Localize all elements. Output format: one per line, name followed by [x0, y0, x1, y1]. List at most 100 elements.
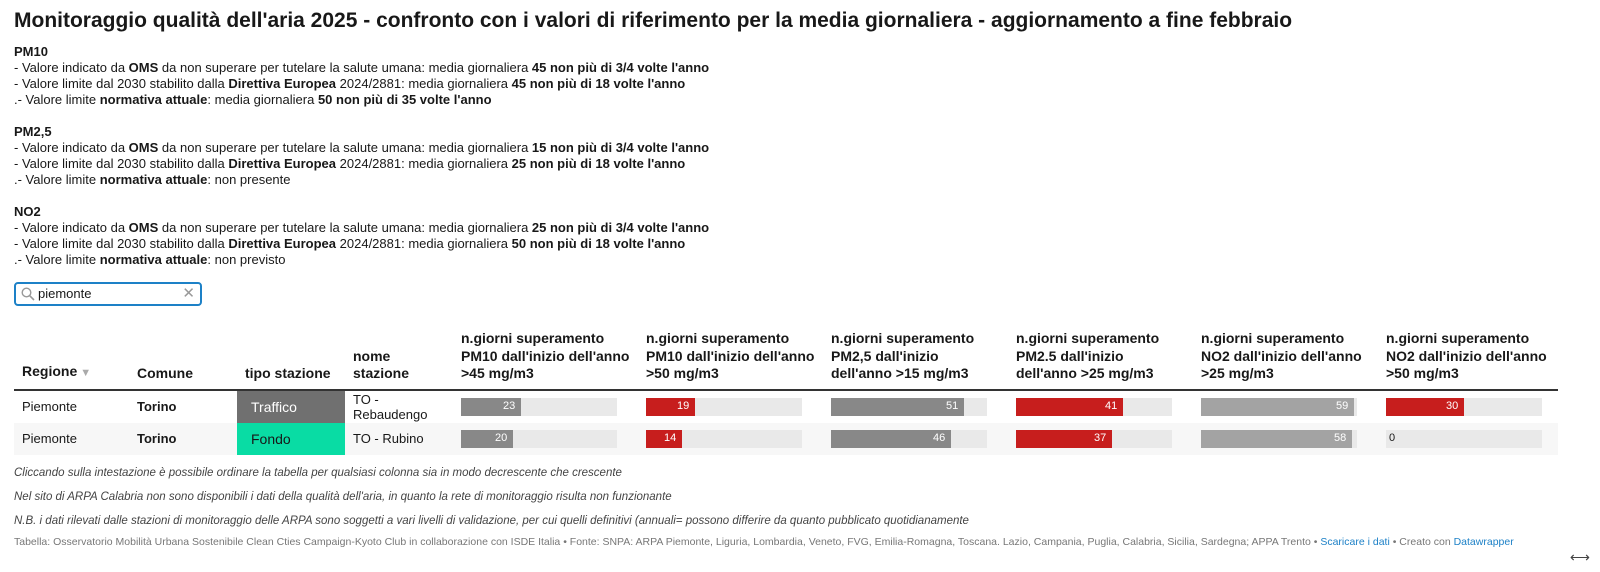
column-header[interactable]: n.giorni superamento PM10 dall'inizio de… — [453, 330, 638, 391]
intro-line: .- Valore limite normativa attuale: medi… — [14, 92, 1586, 108]
close-icon[interactable]: ✕ — [182, 285, 195, 302]
intro-group: PM2,5- Valore indicato da OMS da non sup… — [14, 124, 1586, 188]
bar-value-label: 58 — [1334, 431, 1347, 444]
sort-down-icon[interactable]: ▼ — [77, 367, 92, 379]
intro-line: - Valore limite dal 2030 stabilito dalla… — [14, 76, 1586, 92]
intro-line-part: 25 non più di 18 volte l'anno — [511, 156, 686, 171]
column-header[interactable]: n.giorni superamento PM10 dall'inizio de… — [638, 330, 823, 391]
intro-line-part: .- Valore limite — [14, 252, 100, 267]
search-icon — [21, 287, 35, 301]
intro-line-part: - Valore limite dal 2030 stabilito dalla — [14, 236, 229, 251]
note-calabria: Nel sito di ARPA Calabria non sono dispo… — [14, 491, 672, 503]
search-box[interactable]: ✕ — [14, 282, 202, 306]
search-input[interactable] — [38, 286, 178, 301]
bar-value-label: 30 — [1446, 399, 1459, 412]
bar-cell: 41 — [1008, 390, 1193, 423]
intro-line-part: : non previsto — [207, 252, 286, 267]
intro-line-part: OMS — [128, 220, 159, 235]
intro-line-part: 2024/2881: media giornaliera — [336, 156, 512, 171]
intro-line-part: 15 non più di 3/4 volte l'anno — [531, 140, 710, 155]
intro-line-part: .- Valore limite — [14, 172, 100, 187]
page-title: Monitoraggio qualità dell'aria 2025 - co… — [14, 9, 1293, 32]
column-header-label: Comune — [137, 365, 193, 381]
intro-line-part: : media giornaliera — [207, 92, 318, 107]
bar-value-label: 46 — [933, 431, 946, 444]
bar-track: 37 — [1016, 429, 1172, 448]
bar-track: 58 — [1201, 429, 1357, 448]
cell-comune: Torino — [137, 399, 177, 414]
bar — [1201, 397, 1354, 416]
resize-icon[interactable]: ⟷ — [1569, 549, 1590, 565]
bar — [831, 397, 964, 416]
note-validation: N.B. i dati rilevati dalle stazioni di m… — [14, 515, 969, 527]
column-header[interactable]: tipo stazione — [237, 330, 345, 391]
bar-value-label: 23 — [503, 399, 516, 412]
column-header-label: n.giorni superamento PM10 dall'inizio de… — [646, 330, 815, 381]
intro-line-part: 25 non più di 3/4 volte l'anno — [531, 220, 710, 235]
download-data-link[interactable]: Scaricare i dati — [1320, 536, 1390, 548]
column-header[interactable]: Regione ▼ — [14, 330, 129, 391]
bar-cell: 19 — [638, 390, 823, 423]
notes: Cliccando sulla intestazione è possibile… — [14, 466, 969, 538]
cell-nome: TO - Rebaudengo — [353, 391, 428, 422]
table-row: Piemonte Torino Fondo TO - Rubino 20 14 46 37 58… — [14, 422, 1558, 455]
bar-cell: 59 — [1193, 390, 1378, 423]
intro-line-part: Direttiva Europea — [228, 156, 337, 171]
intro-line-part: normativa attuale — [99, 172, 208, 187]
column-header-label: n.giorni superamento PM2,5 dall'inizio d… — [831, 330, 975, 381]
intro-line: - Valore limite dal 2030 stabilito dalla… — [14, 156, 1586, 172]
intro-heading: NO2 — [14, 204, 41, 219]
data-table: Regione ▼ Comune tipo stazione nome stazion… — [14, 330, 1558, 455]
column-header[interactable]: n.giorni superamento PM2,5 dall'inizio d… — [823, 330, 1008, 391]
intro-line-part: : non presente — [207, 172, 291, 187]
intro-line-part: da non superare per tutelare la salute u… — [158, 60, 532, 75]
intro-text: PM10- Valore indicato da OMS da non supe… — [14, 44, 1586, 268]
column-header[interactable]: n.giorni superamento NO2 dall'inizio del… — [1378, 330, 1558, 391]
column-header-label: n.giorni superamento NO2 dall'inizio del… — [1201, 330, 1362, 381]
column-header-label: tipo stazione — [245, 365, 331, 381]
column-header[interactable]: nome stazione — [345, 330, 453, 391]
bar — [646, 397, 695, 416]
bar — [646, 429, 682, 448]
bar-cell: 51 — [823, 390, 1008, 423]
intro-line-part: 45 non più di 3/4 volte l'anno — [531, 60, 710, 75]
bar-track: 14 — [646, 429, 802, 448]
bar-value-label: 20 — [495, 431, 508, 444]
intro-line: - Valore limite dal 2030 stabilito dalla… — [14, 236, 1586, 252]
bar — [1016, 397, 1123, 416]
bar-track: 23 — [461, 397, 617, 416]
intro-line-part: normativa attuale — [99, 252, 208, 267]
intro-line-part: normativa attuale — [99, 92, 208, 107]
column-header[interactable]: n.giorni superamento NO2 dall'inizio del… — [1193, 330, 1378, 391]
bar — [831, 429, 951, 448]
intro-line-part: 2024/2881: media giornaliera — [336, 236, 512, 251]
bar — [1386, 397, 1464, 416]
bar — [1201, 429, 1352, 448]
column-header-label: n.giorni superamento NO2 dall'inizio del… — [1386, 330, 1547, 381]
datawrapper-link[interactable]: Datawrapper — [1453, 536, 1514, 548]
bar-track: 59 — [1201, 397, 1357, 416]
intro-line-part: da non superare per tutelare la salute u… — [158, 140, 532, 155]
bar-cell: 46 — [823, 422, 1008, 455]
bar-track: 20 — [461, 429, 617, 448]
column-header-label: Regione — [22, 363, 78, 379]
bar — [461, 429, 513, 448]
bar-track: 51 — [831, 397, 987, 416]
intro-group: PM10- Valore indicato da OMS da non supe… — [14, 44, 1586, 108]
column-header-label: nome stazione — [353, 347, 410, 382]
intro-line-part: - Valore indicato da — [14, 60, 129, 75]
column-header[interactable]: Comune — [129, 330, 237, 391]
intro-line-part: .- Valore limite — [14, 92, 100, 107]
intro-line: .- Valore limite normativa attuale: non … — [14, 252, 1586, 268]
note-sort: Cliccando sulla intestazione è possibile… — [14, 467, 622, 479]
intro-line-part: 2024/2881: media giornaliera — [336, 76, 512, 91]
column-header-label: n.giorni superamento PM2.5 dall'inizio d… — [1016, 330, 1160, 381]
intro-line-part: - Valore indicato da — [14, 140, 129, 155]
intro-line-part: OMS — [128, 60, 159, 75]
bar-value-label: 51 — [946, 399, 959, 412]
column-header[interactable]: n.giorni superamento PM2.5 dall'inizio d… — [1008, 330, 1193, 391]
intro-line-part: - Valore indicato da — [14, 220, 129, 235]
footer-created: • Creato con — [1389, 536, 1454, 548]
bar — [461, 397, 521, 416]
bar-track: 41 — [1016, 397, 1172, 416]
